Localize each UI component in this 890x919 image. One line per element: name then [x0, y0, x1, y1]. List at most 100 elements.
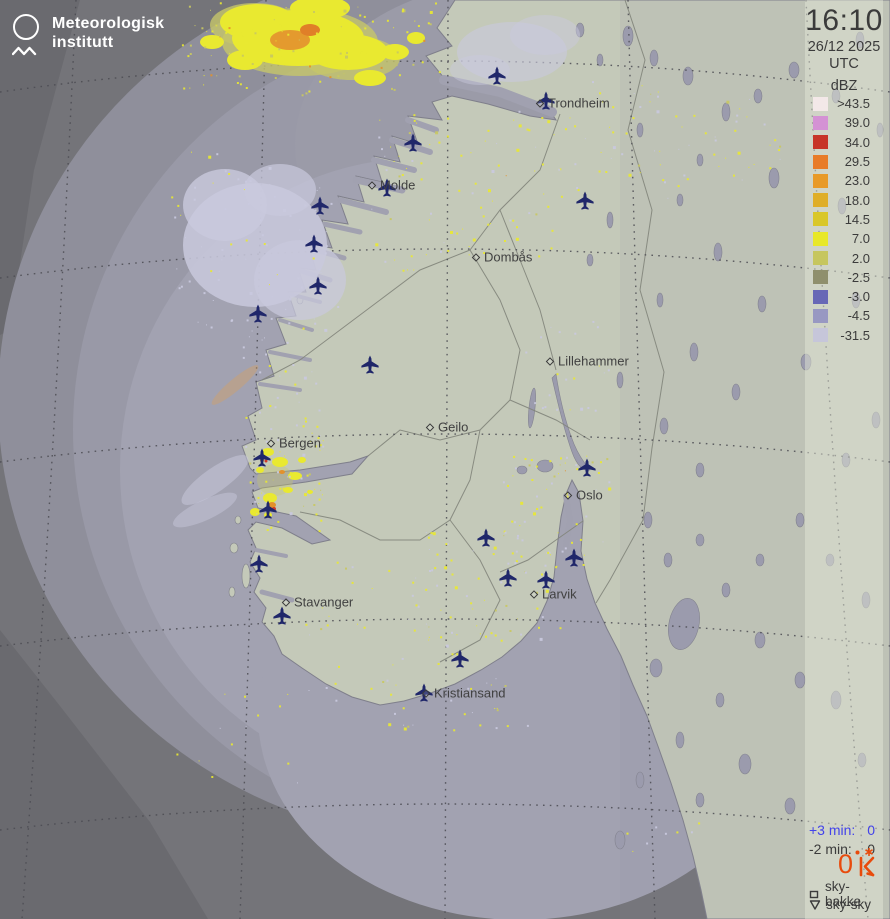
minute-value: 0 [867, 821, 875, 838]
legend-swatch [813, 193, 828, 208]
city-marker-icon [367, 180, 377, 190]
legend-swatch [813, 173, 828, 188]
city-label-bergen: Bergen [266, 435, 321, 451]
legend-value-label: 23.0 [844, 173, 870, 189]
city-marker-icon [563, 490, 573, 500]
city-marker-icon [529, 589, 539, 599]
city-marker-icon [421, 688, 431, 698]
legend-title: dBZ [830, 78, 858, 94]
city-name: Stavanger [294, 594, 354, 610]
legend-value-label: 18.0 [844, 192, 870, 208]
airplane-icon [488, 66, 506, 85]
legend-swatch [813, 212, 828, 227]
city-name: Larvik [542, 586, 577, 602]
airplane-icon [537, 570, 555, 589]
legend-swatch [813, 96, 828, 111]
city-name: Bergen [279, 435, 321, 451]
legend-row: 7.0 [805, 229, 883, 248]
airplane-icon [250, 554, 268, 573]
legend-value-label: -31.5 [840, 327, 870, 343]
airplane-icon [565, 548, 583, 567]
airplane-icon [309, 276, 327, 295]
lightning-type-sky-bakke: sky-bakke [809, 879, 883, 909]
legend-row: 2.0 [805, 248, 883, 267]
lightning-type-sky-sky: sky-sky [809, 897, 871, 912]
city-marker-icon [471, 252, 481, 262]
legend-row: 18.0 [805, 190, 883, 209]
minute-label: +3 min: [809, 821, 856, 838]
clock-time: 16:10 [805, 4, 883, 37]
precipitation-light-snow [172, 15, 580, 528]
city-label-molde: Molde [367, 177, 416, 193]
city-name: Dombås [484, 249, 533, 265]
lightning-icon [855, 848, 875, 877]
square-icon [809, 890, 819, 898]
city-label-larvik: Larvik [529, 586, 577, 602]
legend-row: -4.5 [805, 306, 883, 325]
minute-label: -2 min: [809, 840, 852, 857]
legend-swatch [813, 289, 828, 304]
lightning-minute-row-plus3: +3 min: 0 [805, 820, 883, 839]
borders [261, 0, 665, 663]
org-name-line1: Meteorologisk [52, 15, 165, 32]
city-marker-icon [281, 597, 291, 607]
city-label-trondheim: Trondheim [535, 95, 610, 111]
city-name: Molde [380, 177, 416, 193]
legend-swatch [813, 251, 828, 266]
airplane-icon [415, 683, 433, 702]
airport-layer [249, 66, 596, 702]
clock-date: 26/12 2025 [807, 39, 881, 55]
city-label-kristiansand: Kristiansand [421, 685, 506, 701]
legend-value-label: 2.0 [851, 250, 870, 266]
precipitation-speckles [171, 2, 782, 852]
city-name: Trondheim [548, 95, 610, 111]
legend-value-label: 34.0 [844, 134, 870, 150]
airplane-icon [305, 234, 323, 253]
legend-value-label: -3.0 [847, 289, 870, 305]
airplane-icon [273, 606, 291, 625]
airplane-icon [249, 304, 267, 323]
legend-value-label: 7.0 [851, 231, 870, 247]
legend-row: -3.0 [805, 287, 883, 306]
airplane-icon [578, 458, 596, 477]
city-label-oslo: Oslo [563, 487, 603, 503]
city-label-lillehammer: Lillehammer [545, 353, 629, 369]
legend-swatch [813, 328, 828, 343]
legend-swatch [813, 154, 828, 169]
city-marker-icon [545, 356, 555, 366]
precipitation-rain [200, 0, 425, 518]
logo-circle-icon [13, 14, 39, 40]
lightning-count: 0 [837, 849, 853, 879]
airplane-icon [253, 448, 271, 467]
logo-wave-icon [12, 46, 37, 56]
city-marker-icon [535, 98, 545, 108]
legend-row: 29.5 [805, 152, 883, 171]
legend-swatch [813, 135, 828, 150]
legend-row: -31.5 [805, 326, 883, 345]
city-name: Kristiansand [434, 685, 506, 701]
city-name: Oslo [576, 487, 603, 503]
lakes [516, 22, 884, 850]
org-name-line2: institutt [52, 34, 114, 51]
city-label-geilo: Geilo [425, 419, 469, 435]
legend-row: 39.0 [805, 113, 883, 132]
legend-value-label: -2.5 [847, 269, 870, 285]
airplane-icon [537, 91, 555, 110]
city-marker-icon [425, 422, 435, 432]
legend-value-label: 14.5 [844, 211, 870, 227]
legend-row: >43.5 [805, 94, 883, 113]
city-name: Geilo [438, 419, 469, 435]
legend-swatch [813, 270, 828, 285]
lightning-type-label: sky-sky [826, 897, 871, 912]
legend-value-label: >43.5 [837, 96, 870, 112]
airplane-icon [361, 355, 379, 374]
city-name: Lillehammer [558, 353, 629, 369]
city-label-stavanger: Stavanger [281, 594, 354, 610]
minute-value: 0 [867, 840, 875, 857]
city-label-dombås: Dombås [471, 249, 533, 265]
triangle-down-icon [809, 899, 821, 910]
lightning-count-row: 0 [838, 848, 877, 878]
